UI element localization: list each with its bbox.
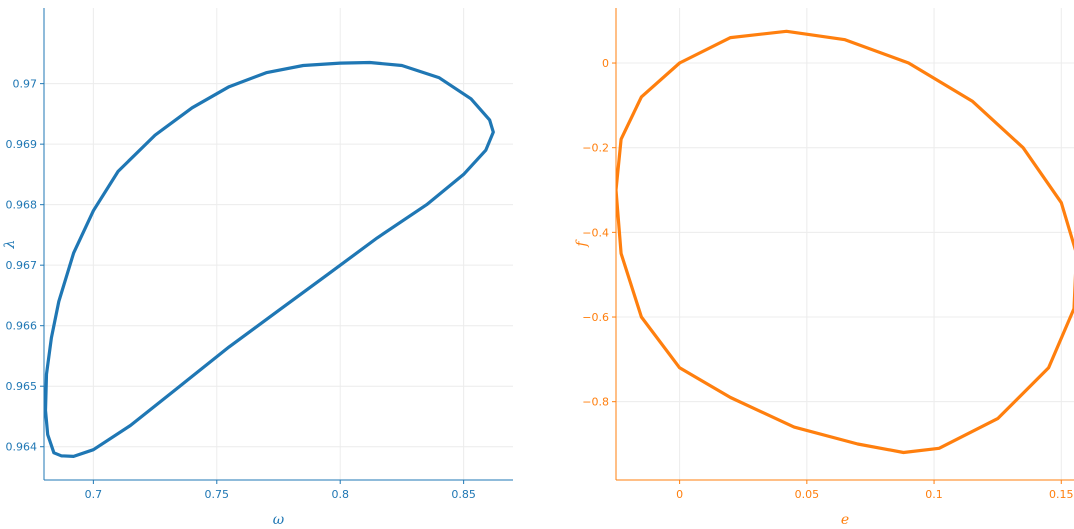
- x-axis-title: ω: [273, 512, 285, 528]
- y-tick-label: −0.4: [582, 226, 609, 239]
- x-tick-label: 0.1: [925, 488, 943, 501]
- y-tick-label: −0.2: [582, 142, 609, 155]
- y-axis-title: λ: [2, 240, 18, 250]
- x-tick-label: 0.85: [451, 488, 476, 501]
- x-tick-label: 0.75: [205, 488, 230, 501]
- y-tick-label: 0.97: [13, 78, 38, 91]
- y-tick-label: 0: [602, 57, 609, 70]
- x-tick-label: 0.8: [331, 488, 349, 501]
- x-tick-label: 0.7: [85, 488, 103, 501]
- y-tick-label: 0.964: [6, 441, 38, 454]
- y-tick-label: 0.968: [6, 199, 38, 212]
- y-tick-label: 0.967: [6, 259, 38, 272]
- chart-right: 0 0.05 0.1 0.15 0 −0.2 −0.4 −0.6 −0.8 e f: [574, 8, 1074, 528]
- chart-left: 0.7 0.75 0.8 0.85 0.964 0.965 0.966 0.967 0.968 0…: [2, 8, 513, 528]
- y-tick-label: 0.965: [6, 380, 38, 393]
- x-tick-label: 0.15: [1049, 488, 1074, 501]
- y-tick-label: 0.969: [6, 138, 38, 151]
- x-tick-label: 0.05: [795, 488, 820, 501]
- x-tick-label: 0: [676, 488, 683, 501]
- x-axis-title: e: [841, 512, 849, 528]
- y-axis-title: f: [574, 239, 590, 248]
- y-tick-label: −0.6: [582, 311, 609, 324]
- series-line: [616, 29, 1074, 455]
- y-tick-label: −0.8: [582, 396, 609, 409]
- series-line: [44, 60, 495, 458]
- y-tick-label: 0.966: [6, 320, 38, 333]
